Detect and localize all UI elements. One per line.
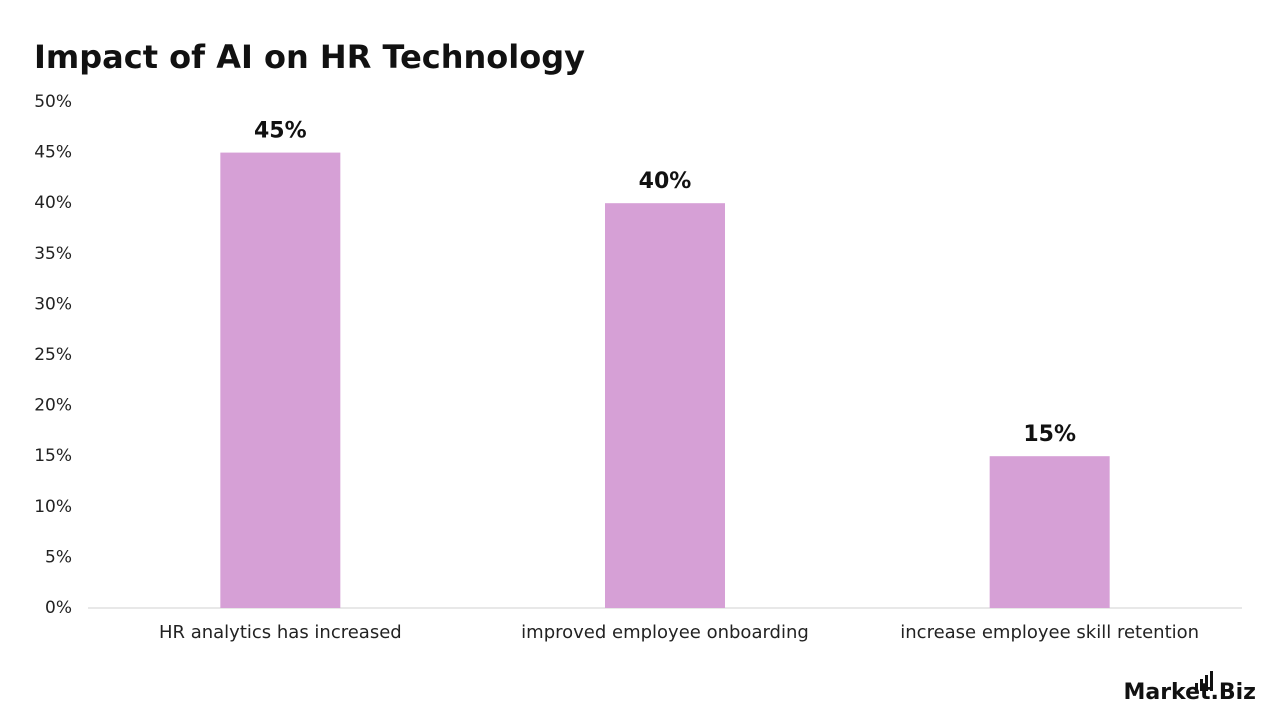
logo-bar [1205,675,1208,691]
y-tick-label: 20% [34,396,72,416]
y-tick-label: 5% [45,547,72,567]
bar [989,456,1110,608]
logo-bar [1210,671,1213,691]
value-label: 15% [1023,422,1076,447]
value-label: 45% [254,119,307,144]
value-label: 40% [639,169,692,194]
logo-bar [1195,683,1198,691]
bar [220,152,341,608]
y-tick-label: 15% [34,446,72,466]
y-tick-label: 25% [34,345,72,365]
y-tick-label: 45% [34,143,72,163]
y-tick-label: 50% [34,92,72,112]
x-tick-label: improved employee onboarding [521,622,809,643]
y-tick-label: 30% [34,294,72,314]
x-tick-label: HR analytics has increased [159,622,402,643]
brand-logo: Market.Biz [1123,671,1256,705]
x-tick-label: increase employee skill retention [900,622,1199,643]
bar [605,203,725,608]
y-tick-label: 10% [34,497,72,517]
chart-title: Impact of AI on HR Technology [34,38,585,76]
y-tick-label: 40% [34,193,72,213]
brand: Market.Biz [1123,680,1256,705]
y-tick-label: 35% [34,244,72,264]
logo-bar [1200,679,1203,691]
y-tick-label: 0% [45,598,72,618]
